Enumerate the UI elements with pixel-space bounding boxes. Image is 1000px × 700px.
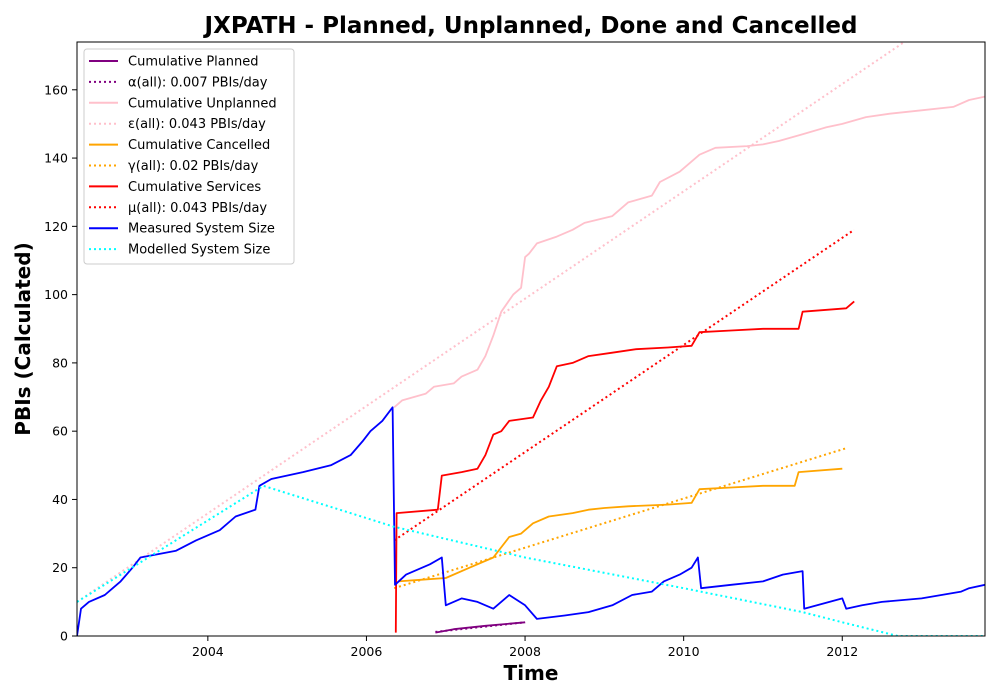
- y-tick-label: 80: [52, 355, 68, 370]
- y-tick-label: 120: [44, 219, 68, 234]
- series-line-8: [393, 228, 855, 542]
- y-tick-label: 0: [60, 629, 68, 644]
- y-axis-title: PBIs (Calculated): [11, 242, 35, 435]
- series-line-5: [398, 467, 843, 583]
- series-line-2: [435, 621, 526, 633]
- series-line-3: [393, 95, 985, 408]
- y-tick-label: 160: [44, 82, 68, 97]
- series-line-9: [77, 406, 985, 636]
- x-tick-label: 2008: [509, 644, 541, 659]
- chart-title: JXPATH - Planned, Unplanned, Done and Ca…: [203, 13, 858, 39]
- legend: Cumulative Planned α(all): 0.007 PBIs/day…: [83, 48, 295, 265]
- series-line-10: [77, 484, 985, 636]
- y-tick-label: 40: [52, 492, 68, 507]
- legend-box: [83, 48, 295, 265]
- x-axis-title: Time: [504, 661, 559, 685]
- legend-label-all-0-043-pbis-day: ε(all): 0.043 PBIs/day: [128, 117, 266, 132]
- x-tick-label: 2004: [192, 644, 224, 659]
- y-tick-label: 60: [52, 424, 68, 439]
- y-tick-label: 20: [52, 560, 68, 575]
- legend-label-cumulative-cancelled: Cumulative Cancelled: [128, 138, 270, 153]
- x-tick-label: 2012: [826, 644, 858, 659]
- series-line-6: [393, 447, 847, 590]
- legend-label-all-0-007-pbis-day: α(all): 0.007 PBIs/day: [128, 75, 268, 90]
- legend-label-cumulative-unplanned: Cumulative Unplanned: [128, 96, 277, 111]
- legend-label-modelled-system-size: Modelled System Size: [128, 243, 270, 258]
- plot-frame: [76, 41, 986, 637]
- y-tick-label: 140: [44, 151, 68, 166]
- legend-label-all-0-043-pbis-day: μ(all): 0.043 PBIs/day: [128, 201, 267, 216]
- series-line-7: [394, 300, 855, 633]
- x-tick-label: 2010: [668, 644, 700, 659]
- legend-label-cumulative-planned: Cumulative Planned: [128, 55, 258, 70]
- legend-label-all-0-02-pbis-day: γ(all): 0.02 PBIs/day: [128, 159, 259, 174]
- x-tick-label: 2006: [351, 644, 383, 659]
- legend-label-cumulative-services: Cumulative Services: [128, 180, 261, 195]
- y-tick-label: 100: [44, 287, 68, 302]
- legend-label-measured-system-size: Measured System Size: [128, 222, 275, 237]
